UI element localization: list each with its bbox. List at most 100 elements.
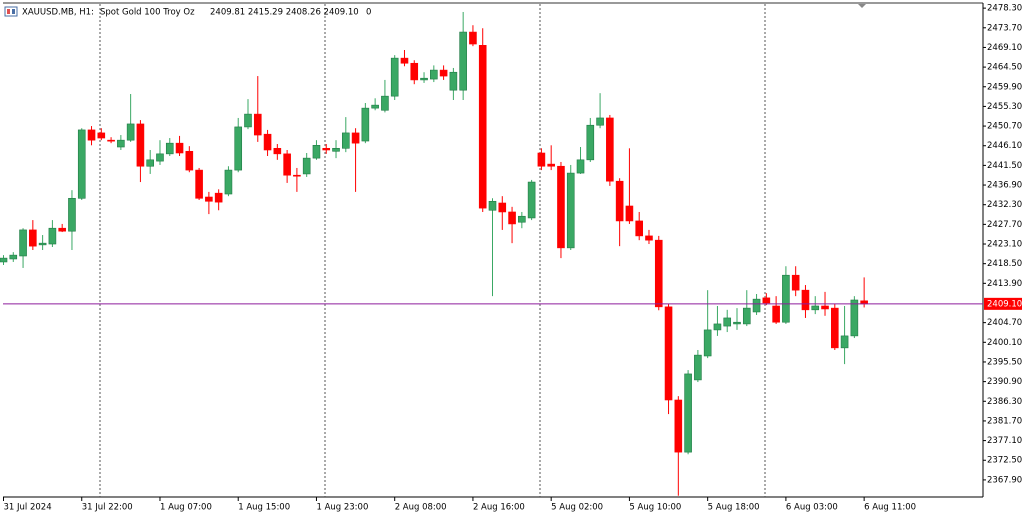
candle-body <box>811 305 820 311</box>
header-icon <box>4 6 18 17</box>
x-tick-label: 5 Aug 02:00 <box>551 503 603 513</box>
y-tick-label: 2390.90 <box>987 377 1022 387</box>
candle-body <box>459 31 467 91</box>
candle-body <box>253 113 262 136</box>
y-tick-label: 2395.50 <box>987 357 1022 367</box>
header-ohlc: 2409.81 2415.29 2408.26 2409.10 <box>210 8 359 18</box>
candle-body <box>664 306 673 401</box>
candle-body <box>322 147 331 151</box>
y-tick-label: 2427.70 <box>987 220 1022 230</box>
candle-body <box>537 152 546 167</box>
candle-body <box>488 200 497 211</box>
candle-body <box>498 202 507 213</box>
candle-body <box>302 157 311 175</box>
y-tick-label: 2404.70 <box>987 318 1022 328</box>
y-tick-label: 2464.50 <box>987 63 1022 73</box>
candle-body <box>469 31 477 45</box>
icon-frame <box>4 6 18 17</box>
candle-body <box>185 150 194 171</box>
candle-body <box>19 229 27 257</box>
candle-body <box>234 126 243 171</box>
candle-body <box>586 124 595 161</box>
y-tick-label: 2386.30 <box>987 397 1022 407</box>
y-tick-label: 2459.90 <box>987 82 1022 92</box>
x-tick-label: 5 Aug 10:00 <box>629 503 681 513</box>
x-tick-label: 1 Aug 23:00 <box>316 503 368 513</box>
candle-body <box>635 220 644 237</box>
candle-body <box>508 211 516 225</box>
price-label-bg <box>984 297 1022 310</box>
candle-body <box>136 123 145 167</box>
candle-body <box>165 142 174 155</box>
candle-body <box>214 192 223 203</box>
candle-body <box>684 373 692 453</box>
candle-body <box>439 69 448 77</box>
candle-body <box>400 57 409 64</box>
y-tick-label: 2418.50 <box>987 259 1022 269</box>
candle-body <box>107 139 115 142</box>
price-label: 2409.10 <box>987 299 1022 309</box>
candle-body <box>126 123 135 141</box>
candle-body <box>195 169 203 199</box>
candle-body <box>48 227 57 245</box>
y-tick-label: 2450.70 <box>987 122 1022 132</box>
candle-body <box>341 132 350 149</box>
x-tick-label: 1 Aug 07:00 <box>160 503 212 513</box>
candle-body <box>263 133 272 151</box>
candle-body <box>410 62 419 81</box>
x-tick-label: 5 Aug 18:00 <box>708 503 760 513</box>
candle-body <box>87 129 96 141</box>
y-tick-label: 2377.10 <box>987 436 1022 446</box>
icon-bar <box>12 9 15 14</box>
candle-body <box>674 399 683 453</box>
candle-body <box>156 153 164 162</box>
candle-body <box>840 335 849 349</box>
candle-body <box>752 298 761 313</box>
x-tick-label: 2 Aug 16:00 <box>473 503 525 513</box>
candle-body <box>430 69 438 80</box>
y-tick-label: 2469.10 <box>987 43 1022 53</box>
candle-body <box>801 289 810 311</box>
x-tick-label: 31 Jul 22:00 <box>82 503 133 513</box>
candle-body <box>273 147 282 155</box>
header-description: Spot Gold 100 Troy Oz <box>100 8 195 18</box>
candle-body <box>146 159 154 167</box>
header-volume: 0 <box>366 8 371 18</box>
candle-body <box>478 45 487 209</box>
candle-body <box>9 254 18 260</box>
candle-body <box>625 205 634 222</box>
x-tick-label: 31 Jul 2024 <box>4 503 52 513</box>
y-tick-label: 2381.70 <box>987 416 1022 426</box>
y-tick-label: 2367.90 <box>987 475 1022 485</box>
candle-body <box>694 354 702 381</box>
candle-body <box>645 235 653 241</box>
x-tick-label: 6 Aug 03:00 <box>786 503 838 513</box>
y-tick-label: 2436.90 <box>987 181 1022 191</box>
candle-body <box>117 139 125 148</box>
candle-body <box>244 113 252 128</box>
candle-body <box>527 181 536 219</box>
candle-body <box>381 95 389 111</box>
candle-body <box>29 229 37 247</box>
candle-body <box>518 215 526 223</box>
candle-body <box>703 329 712 357</box>
y-tick-label: 2441.50 <box>987 161 1022 171</box>
y-tick-label: 2423.10 <box>987 240 1022 250</box>
candle-body <box>723 317 732 327</box>
candle-body <box>175 142 184 154</box>
candle-body <box>596 117 604 126</box>
shift-marker <box>858 4 866 8</box>
candle-body <box>606 117 614 182</box>
candle-body <box>283 153 291 176</box>
candle-body <box>97 132 106 139</box>
candle-body <box>371 104 379 109</box>
candle-body <box>38 242 47 246</box>
candle-body <box>0 257 8 263</box>
candle-body <box>361 107 370 142</box>
candle-body <box>821 305 829 310</box>
x-tick-label: 2 Aug 08:00 <box>395 503 447 513</box>
candle-body <box>224 169 233 195</box>
y-tick-label: 2400.10 <box>987 338 1022 348</box>
y-tick-label: 2446.10 <box>987 141 1022 151</box>
